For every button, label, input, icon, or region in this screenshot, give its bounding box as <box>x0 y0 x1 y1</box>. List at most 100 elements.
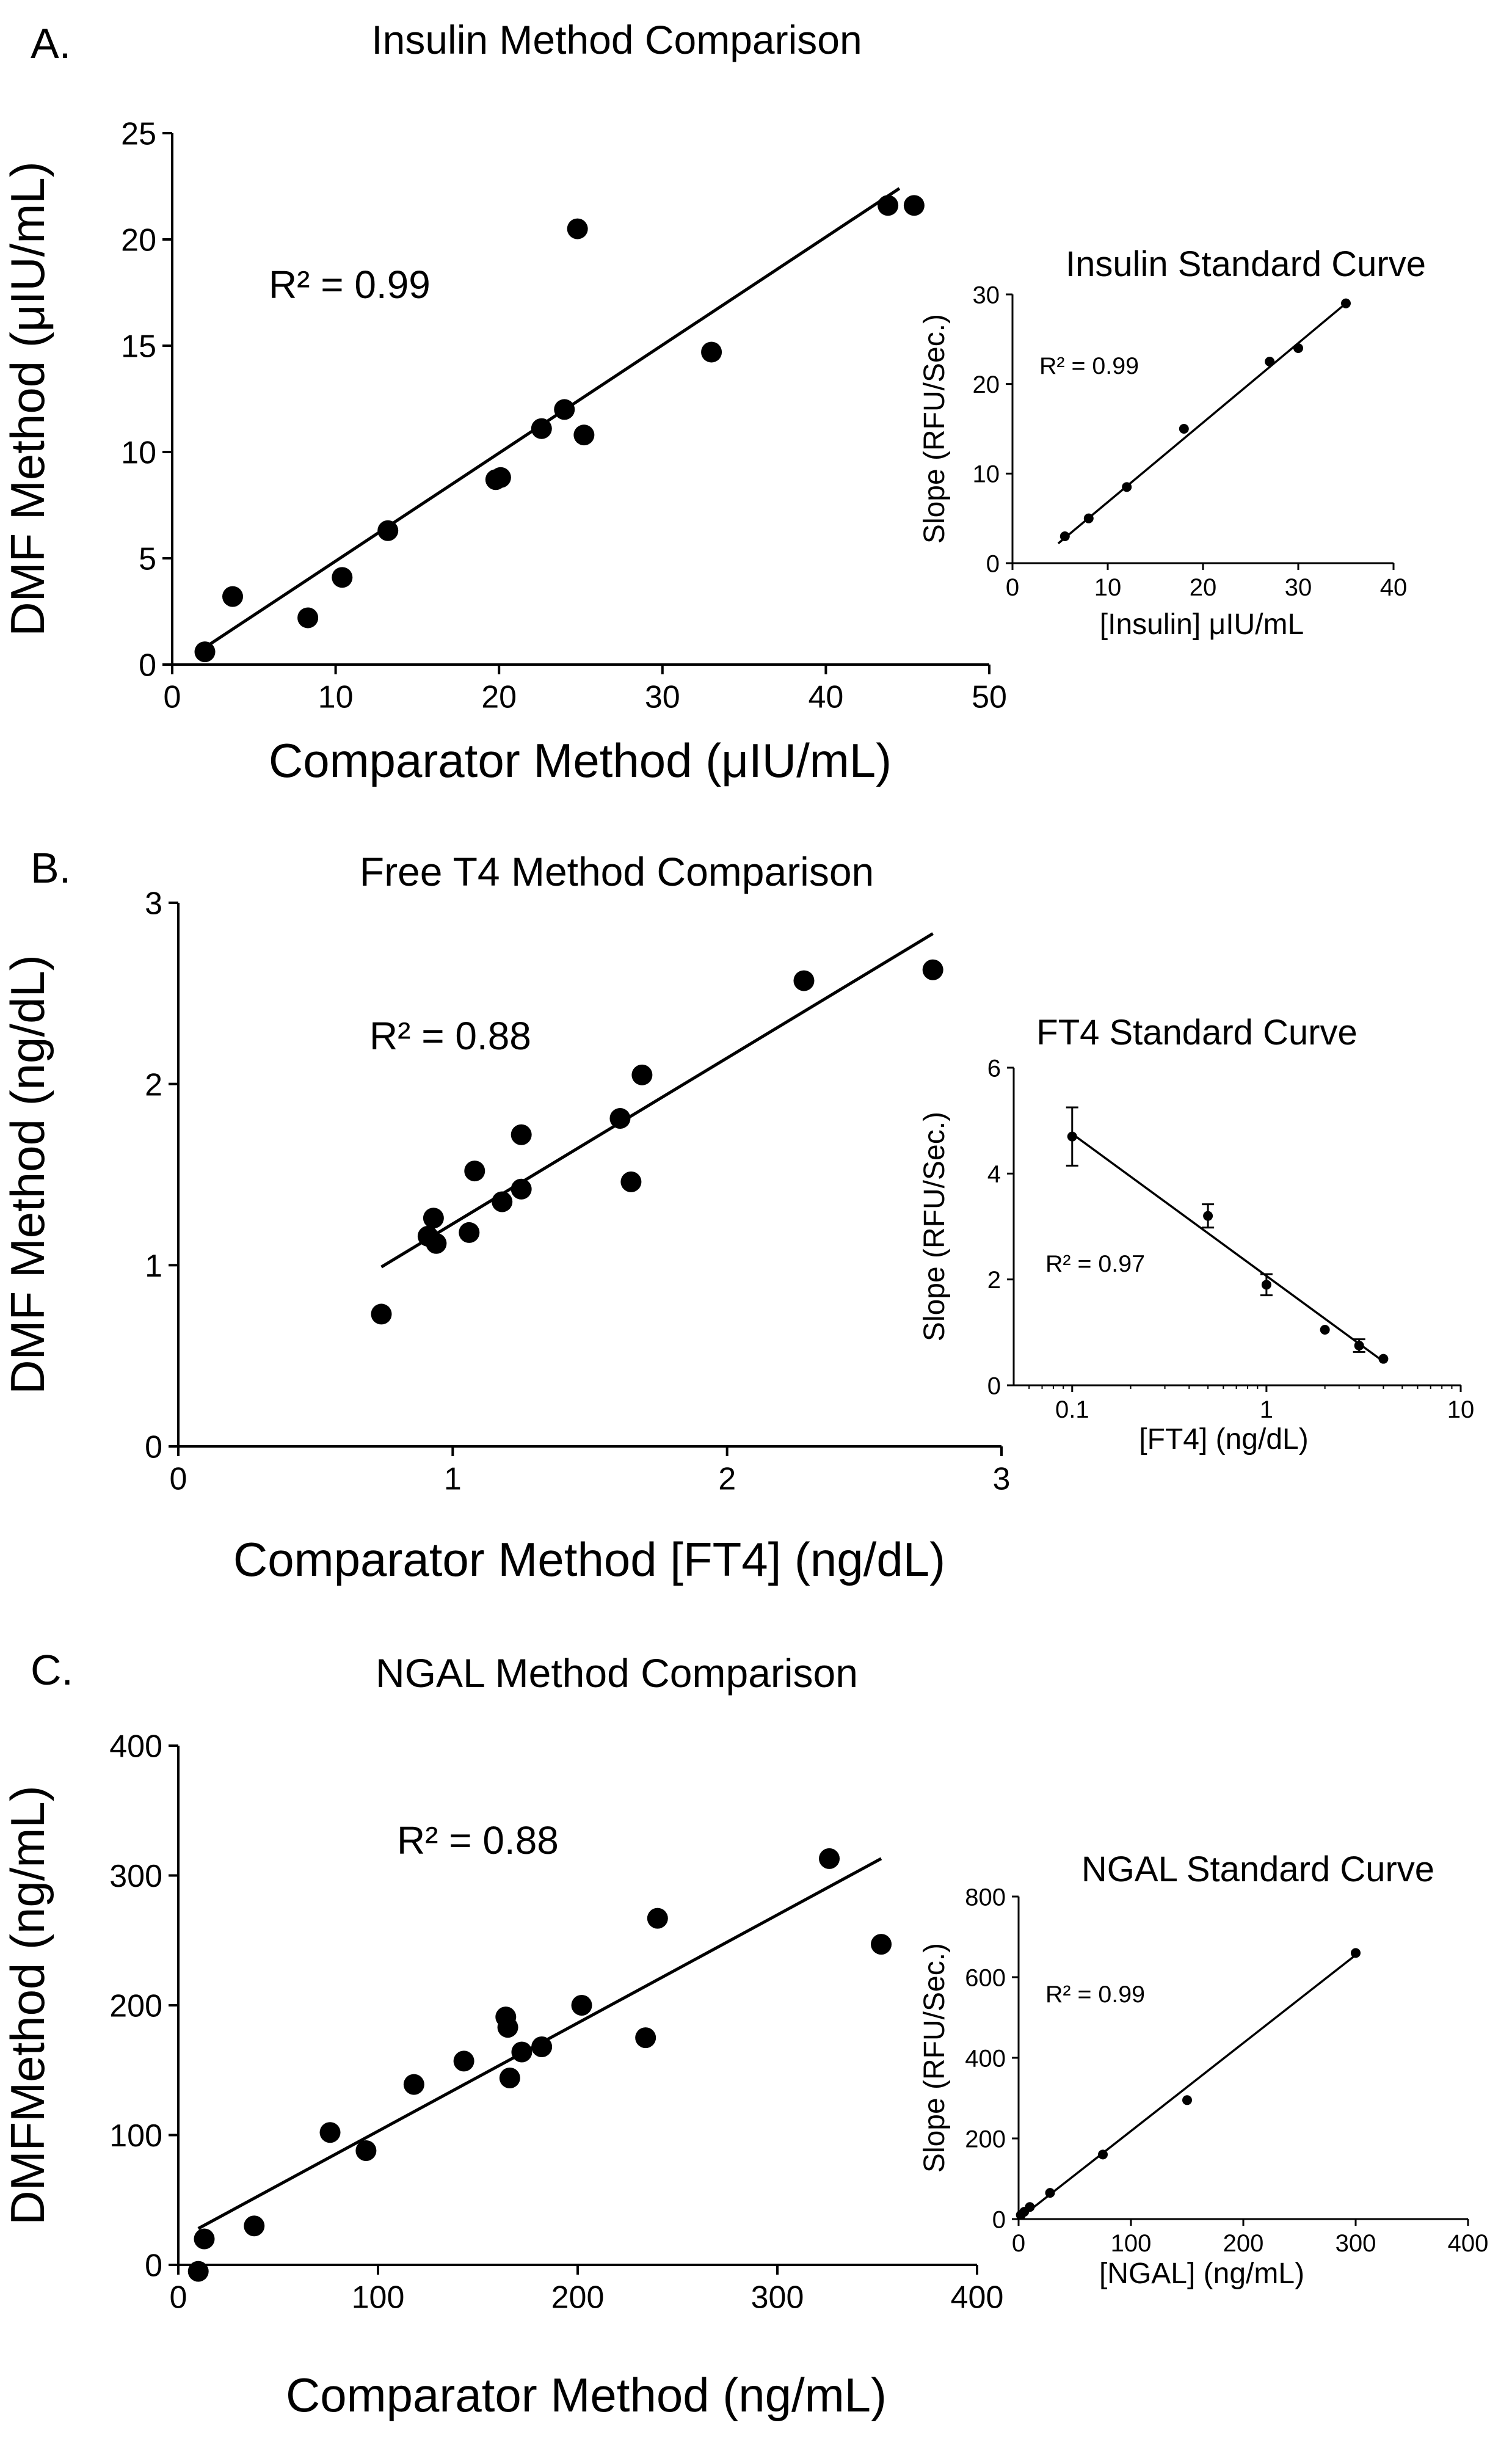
panel-c-main-data-point <box>319 2122 341 2143</box>
panel-c-inset-data-point <box>1045 2188 1055 2198</box>
panel-c-main-chart: 0 100 200 300 400 0 100 200 300 400 Comparator Met… <box>1 1650 1003 2422</box>
panel-b-inset-data-point <box>1354 1341 1364 1350</box>
panel-b-main-x-tick-label: 0 <box>170 1462 187 1497</box>
panel-a-main-y-tick-label: 0 <box>139 648 156 683</box>
panel-a-inset-y-tick-label: 10 <box>973 461 1000 488</box>
panel-b-inset-y-tick-label: 0 <box>987 1372 1001 1399</box>
panel-b-main-x-tick-label: 2 <box>718 1462 736 1497</box>
panel-b-inset-data-point <box>1320 1325 1330 1335</box>
panel-a-main-y-label: DMF Method (μIU/mL) <box>1 161 54 636</box>
panel-a-main-regression-line <box>200 187 901 651</box>
panel-b-main-data-point <box>423 1208 444 1229</box>
panel-c-inset-x-tick-label: 400 <box>1448 2230 1489 2257</box>
panel-c-inset-y-tick-label: 800 <box>965 1884 1006 1911</box>
panel-a-main-x-tick-label: 0 <box>164 680 181 715</box>
panel-a-inset-regression-line <box>1057 302 1347 545</box>
panel-b-main-data-point <box>609 1108 631 1129</box>
panel-b-inset-y-label: Slope (RFU/Sec.) <box>918 1112 951 1341</box>
panel-a-main-y-tick-label: 15 <box>121 329 156 365</box>
panel-b-inset-x-tick-label: 10 <box>1447 1396 1475 1423</box>
panel-b-main-y-tick-label: 0 <box>145 1430 162 1465</box>
panel-c-main-x-tick-label: 400 <box>951 2280 1004 2316</box>
panel-b-inset-chart: 0.1 1 10 0 2 4 6 [FT4] (ng/dL) Slope (RFU/Sec.) F… <box>918 1013 1474 1456</box>
panel-b-main-data-point <box>464 1161 485 1182</box>
panel-c-inset-title: NGAL Standard Curve <box>1081 1850 1434 1889</box>
panel-c-inset-data-point <box>1025 2202 1035 2212</box>
panel-b-main-x-tick-label: 3 <box>993 1462 1011 1497</box>
panel-b-main-data-point <box>492 1191 513 1212</box>
panel-a-inset-y-tick-label: 0 <box>986 550 1000 577</box>
panel-a-inset-data-point <box>1059 531 1070 541</box>
panel-c-main-r-squared-annotation: R² = 0.88 <box>397 1818 559 1862</box>
panel-a-letter: A. <box>31 20 71 67</box>
panel-c-inset-y-tick-label: 200 <box>965 2126 1006 2152</box>
panel-a-inset-y-tick-label: 30 <box>973 282 1000 308</box>
panel-b-inset-title: FT4 Standard Curve <box>1036 1013 1357 1052</box>
panel-a-main-r-squared-annotation: R² = 0.99 <box>269 263 431 307</box>
panel-c-inset-regression-line <box>1017 1954 1357 2220</box>
panel-a-inset-x-tick-label: 40 <box>1380 574 1408 601</box>
panel-c-main-y-tick-label: 300 <box>109 1859 162 1894</box>
panel-c-main-x-label: Comparator Method (ng/mL) <box>286 2368 887 2422</box>
panel-c-main-data-point <box>819 1848 840 1869</box>
panel-a-main-data-point <box>567 218 588 239</box>
panel-c-inset-y-label: Slope (RFU/Sec.) <box>918 1943 951 2173</box>
panel-c-inset-data-point <box>1351 1948 1361 1958</box>
panel-a-main-y-tick-label: 5 <box>139 542 156 577</box>
panel-a-inset-y-tick-label: 20 <box>973 371 1000 398</box>
panel-c-inset-chart: 0 100 200 300 400 0 200 400 600 800 [NGAL] (ng/mL)… <box>918 1850 1488 2290</box>
panel-a-main-data-point <box>701 341 722 363</box>
panel-c-main-y-tick-label: 0 <box>145 2248 162 2284</box>
panel-a-inset-data-point <box>1265 357 1275 366</box>
panel-c-inset-y-tick-label: 0 <box>992 2206 1006 2233</box>
panel-b-main-chart: 0 1 2 3 0 1 2 3 Comparator Method [FT4] (ng/dL) D… <box>1 849 1010 1586</box>
panel-a-inset-r-squared-annotation: R² = 0.99 <box>1039 352 1139 379</box>
panel-b-main-data-point <box>371 1303 392 1325</box>
panel-a-inset-x-tick-label: 0 <box>1006 574 1019 601</box>
panel-b-main-data-point <box>511 1178 532 1200</box>
panel-a-inset-title: Insulin Standard Curve <box>1066 244 1426 284</box>
panel-a-main-y-tick-label: 10 <box>121 436 156 471</box>
panel-b-main-y-tick-label: 3 <box>145 886 162 922</box>
panel-c-main-data-point <box>635 2027 656 2049</box>
panel-c-main-data-point <box>187 2261 209 2282</box>
panel-b-inset-data-point <box>1378 1354 1389 1364</box>
panel-a-main-x-tick-label: 20 <box>481 680 517 715</box>
panel-b-main-r-squared-annotation: R² = 0.88 <box>369 1014 531 1058</box>
panel-a-inset-y-label: Slope (RFU/Sec.) <box>918 314 951 544</box>
panel-a-main-data-point <box>490 467 511 488</box>
panel-c-main-data-point <box>647 1908 668 1929</box>
panel-a-main-data-point <box>297 607 319 629</box>
panel-a-main-data-point <box>878 195 899 216</box>
panel-b-inset-data-point <box>1067 1131 1077 1142</box>
panel-a-main-y-tick-label: 20 <box>121 223 156 258</box>
panel-a-inset-data-point <box>1122 482 1132 492</box>
panel-c-main-y-tick-label: 200 <box>109 1989 162 2024</box>
panel-c-main-y-tick-label: 100 <box>109 2118 162 2154</box>
panel-c-inset-x-tick-label: 0 <box>1012 2230 1025 2257</box>
panel-c-main-x-tick-label: 0 <box>170 2280 187 2316</box>
panel-c-inset-x-tick-label: 100 <box>1111 2230 1152 2257</box>
panel-c-main-data-point <box>531 2036 553 2057</box>
panel-a-inset-x-tick-label: 30 <box>1285 574 1312 601</box>
panel-c-main-data-point <box>355 2140 377 2161</box>
panel-a-main-title: Insulin Method Comparison <box>371 17 862 62</box>
panel-b-letter: B. <box>31 844 71 892</box>
panel-c-main-title: NGAL Method Comparison <box>376 1650 858 1696</box>
panel-a-inset-chart: 0 10 20 30 40 0 10 20 30 [Insulin] μIU/mL Slope (R… <box>918 244 1426 641</box>
panel-b-main-data-point <box>620 1171 642 1192</box>
panel-c-inset-x-tick-label: 200 <box>1223 2230 1264 2257</box>
panel-a-main-data-point <box>332 567 353 588</box>
panel-c-main-y-label: DMFMethod (ng/mL) <box>1 1785 54 2225</box>
panel-a-main-data-point <box>194 641 216 663</box>
panel-c-inset-data-point <box>1182 2095 1192 2105</box>
panel-a-main-data-point <box>377 520 399 541</box>
panel-a-main-data-point <box>554 399 575 420</box>
panel-b-main-y-label: DMF Method (ng/dL) <box>1 955 54 1394</box>
panel-c-main-data-point <box>497 2017 518 2038</box>
panel-c-main-data-point <box>453 2050 474 2072</box>
panel-a-main-chart: 0 10 20 30 40 50 0 5 10 15 20 25 Comparator Method (… <box>1 17 1007 787</box>
panel-c-main-data-point <box>871 1934 892 1955</box>
panel-b-main-data-point <box>459 1222 480 1243</box>
panel-c-main-x-tick-label: 200 <box>551 2280 605 2316</box>
